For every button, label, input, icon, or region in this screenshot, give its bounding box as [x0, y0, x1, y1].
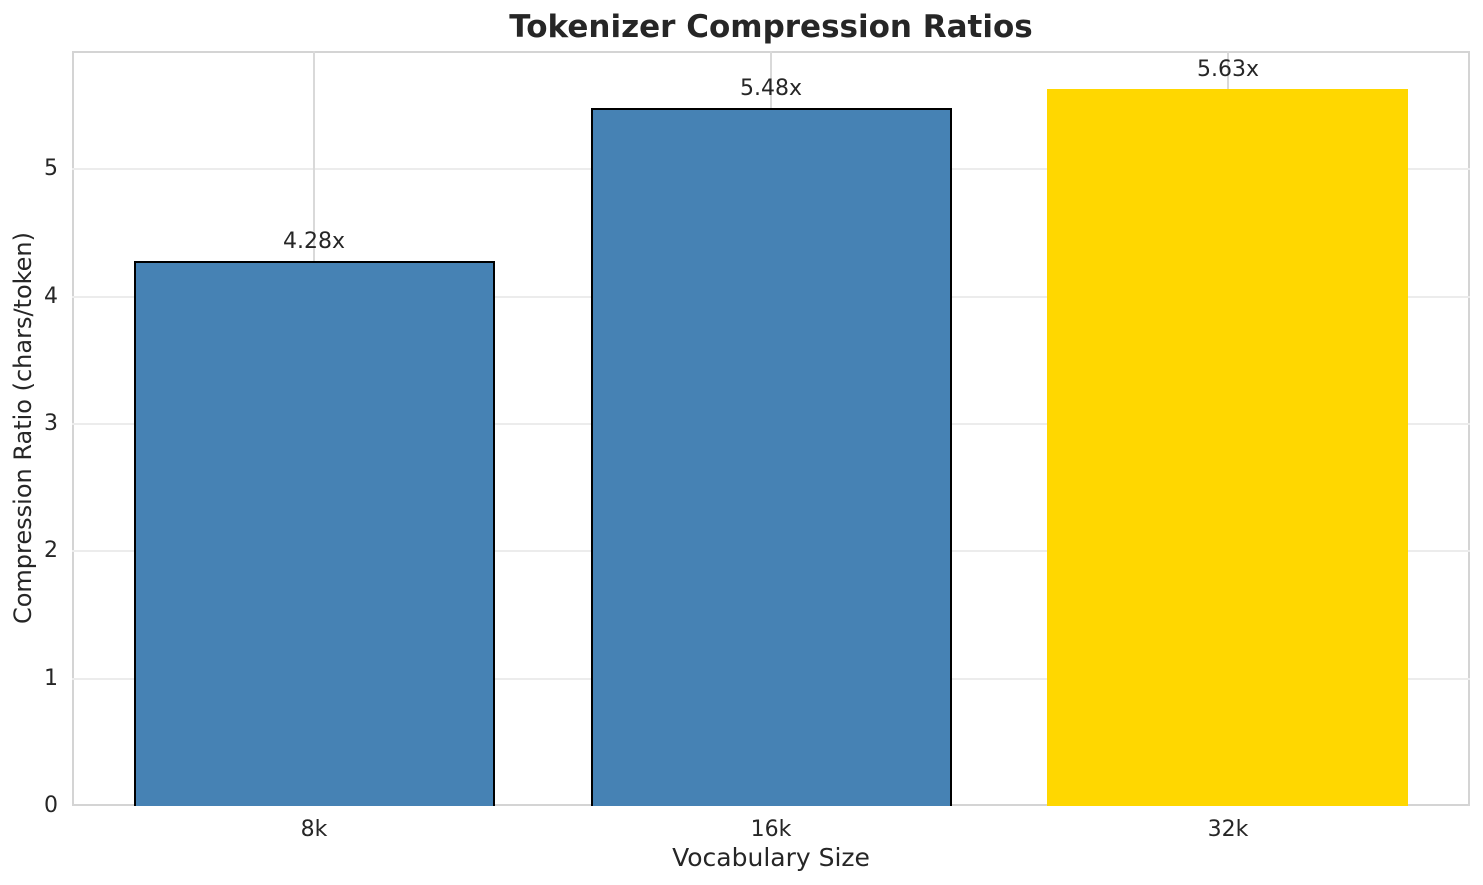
chart-title: Tokenizer Compression Ratios: [509, 9, 1033, 45]
bar-8k: [134, 261, 495, 806]
bar-value-label: 4.28x: [282, 229, 345, 254]
y-tick-label: 3: [44, 411, 58, 437]
y-tick-label: 0: [44, 793, 58, 818]
bar-value-label: 5.48x: [739, 76, 802, 101]
y-tick-label: 4: [44, 283, 58, 309]
bar-value-label: 5.63x: [1196, 57, 1259, 82]
x-tick-label: 16k: [750, 817, 792, 842]
y-tick-label: 2: [44, 538, 58, 564]
x-tick-label: 8k: [300, 817, 328, 842]
bar-16k: [591, 108, 952, 806]
x-axis-label: Vocabulary Size: [672, 843, 870, 872]
y-tick-label: 5: [44, 156, 58, 182]
bar-32k: [1047, 89, 1408, 806]
y-tick-label: 1: [44, 665, 58, 691]
x-tick-label: 32k: [1207, 817, 1249, 842]
